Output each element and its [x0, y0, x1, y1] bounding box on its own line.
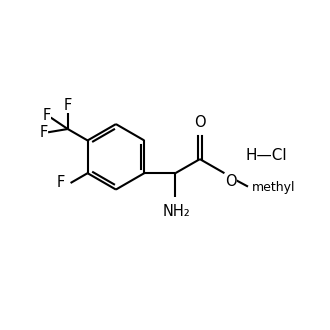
Text: F: F	[56, 176, 65, 190]
Text: methyl: methyl	[252, 182, 295, 194]
Text: H—Cl: H—Cl	[246, 148, 287, 163]
Text: F: F	[64, 98, 72, 113]
Text: F: F	[42, 109, 50, 123]
Text: O: O	[194, 115, 206, 130]
Text: NH₂: NH₂	[163, 204, 191, 219]
Text: O: O	[225, 174, 237, 189]
Text: F: F	[40, 125, 48, 140]
